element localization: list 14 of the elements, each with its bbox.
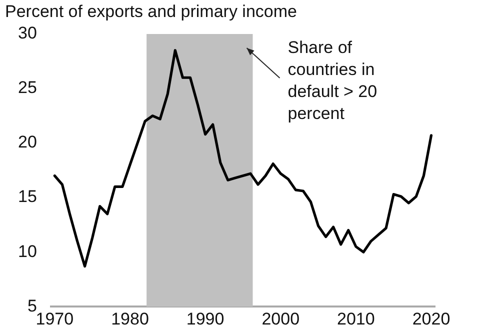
- x-tick-label: 2020: [412, 309, 450, 328]
- y-tick-label: 15: [18, 187, 37, 206]
- y-axis-title: Percent of exports and primary income: [5, 2, 297, 22]
- x-tick-label: 2010: [337, 309, 375, 328]
- x-tick-label: 1990: [186, 309, 224, 328]
- y-tick-label: 20: [18, 132, 37, 152]
- y-tick-label: 30: [18, 24, 37, 43]
- x-tick-label: 1970: [36, 309, 74, 328]
- band-label: Share of countries in default > 20 percent: [288, 38, 378, 124]
- y-tick-label: 10: [18, 242, 37, 261]
- y-tick-label: 25: [18, 78, 37, 98]
- x-tick-label: 1980: [111, 309, 149, 328]
- x-tick-label: 2000: [262, 309, 300, 328]
- y-tick-label: 5: [27, 296, 37, 316]
